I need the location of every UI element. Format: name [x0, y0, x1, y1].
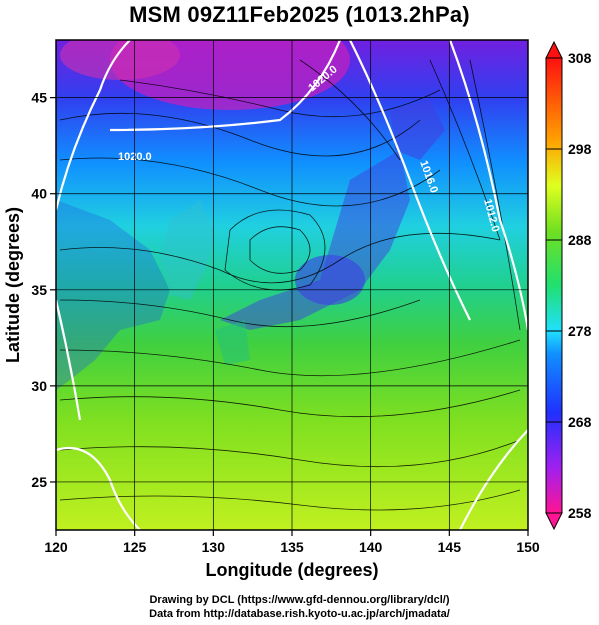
y-tick-label: 45: [31, 90, 47, 106]
x-tick-label: 140: [359, 539, 383, 555]
streamlines: [59, 59, 521, 511]
japan-hokkaido: [390, 100, 445, 160]
colorbar-ticks: 308 298 288 278 268 258: [546, 50, 592, 521]
y-tick-label: 25: [31, 474, 47, 490]
credit-data-source: Data from http://database.rish.kyoto-u.a…: [149, 608, 450, 620]
colorbar-tick-label: 268: [568, 414, 592, 430]
colorbar-max-arrow: [545, 40, 563, 59]
colorbar-tick-label: 298: [568, 141, 592, 157]
colorbar-tick-label: 278: [568, 323, 592, 339]
japan-honshu: [220, 150, 410, 330]
japan-kyushu: [215, 320, 250, 365]
isobars: [56, 40, 528, 530]
x-tick-label: 130: [202, 539, 226, 555]
colorbar-tick-label: 288: [568, 232, 592, 248]
y-tick-label: 30: [31, 378, 47, 394]
colorbar-tick-label: 308: [568, 50, 592, 66]
y-tick-label: 40: [31, 186, 47, 202]
y-axis-title: Latitude (degrees): [3, 207, 23, 363]
x-tick-label: 145: [438, 539, 462, 555]
x-axis-title: Longitude (degrees): [205, 560, 378, 580]
x-tick-label: 150: [516, 539, 540, 555]
colorbar: 308 298 288 278 268 258: [545, 40, 592, 531]
map-title: MSM 09Z11Feb2025 (1013.2hPa): [129, 2, 470, 27]
colorbar-tick-label: 258: [568, 505, 592, 521]
x-axis-ticks: 120 125 130 135 140 145 150: [44, 530, 540, 555]
x-tick-label: 120: [44, 539, 68, 555]
x-tick-label: 135: [280, 539, 304, 555]
colorbar-gradient: [545, 57, 563, 514]
x-tick-label: 125: [123, 539, 147, 555]
y-tick-label: 35: [31, 282, 47, 298]
y-axis-ticks: 25 30 35 40 45: [31, 90, 56, 490]
colorbar-min-arrow: [545, 512, 563, 531]
korea-peninsula: [160, 200, 215, 300]
lat-lon-grid: [56, 40, 528, 530]
credit-drawing: Drawing by DCL (https://www.gfd-dennou.o…: [149, 594, 450, 606]
